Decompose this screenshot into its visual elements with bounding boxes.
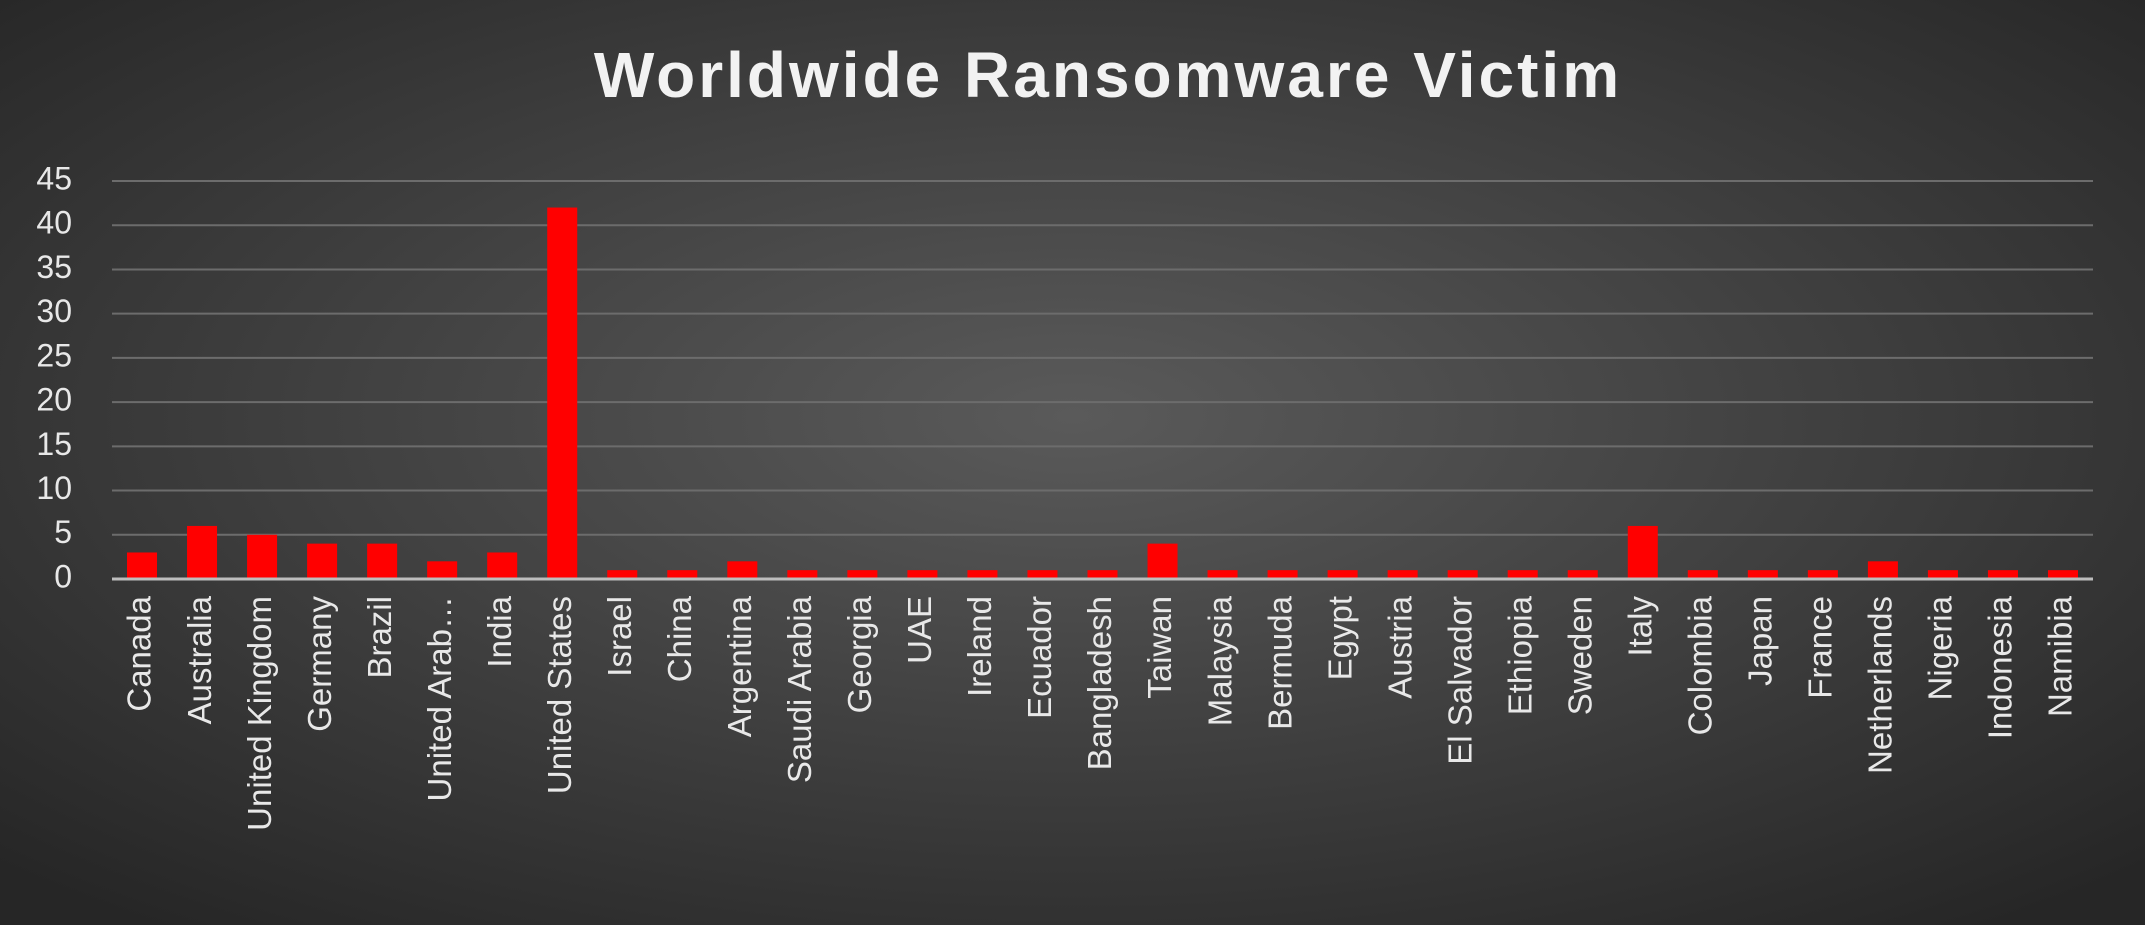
bar — [847, 570, 878, 579]
bar — [247, 534, 278, 579]
x-tick-label: Saudi Arabia — [781, 595, 818, 783]
y-tick-label: 25 — [36, 337, 72, 373]
bar — [1387, 570, 1418, 579]
bar — [607, 570, 638, 579]
x-tick-label: Indonesia — [1982, 595, 2019, 739]
y-tick-label: 45 — [36, 160, 72, 196]
bar — [1627, 525, 1658, 579]
bar — [487, 552, 518, 579]
x-tick-label: United Arab… — [421, 596, 458, 801]
y-tick-label: 10 — [36, 470, 72, 506]
x-tick-label: India — [481, 595, 518, 667]
x-tick-label: France — [1802, 596, 1839, 699]
x-tick-label: Israel — [601, 596, 638, 677]
x-tick-label: Bangladesh — [1081, 596, 1118, 770]
bar — [307, 543, 338, 579]
bar — [1327, 570, 1358, 579]
x-tick-label: Malaysia — [1201, 595, 1238, 726]
y-tick-label: 35 — [36, 249, 72, 285]
bar — [1207, 570, 1238, 579]
bar — [1867, 561, 1898, 579]
x-tick-label: Japan — [1742, 596, 1779, 686]
chart-title: Worldwide Ransomware Victim — [594, 39, 1622, 111]
bar — [1687, 570, 1718, 579]
bar — [1087, 570, 1118, 579]
x-tick-label: Ethiopia — [1501, 595, 1538, 715]
x-tick-label: Australia — [181, 595, 218, 724]
bar — [187, 525, 218, 579]
bar — [1027, 570, 1058, 579]
x-tick-label: Sweden — [1561, 596, 1598, 715]
y-tick-label: 0 — [54, 558, 72, 594]
bar — [1807, 570, 1838, 579]
x-tick-label: Italy — [1621, 596, 1658, 657]
x-tick-label: Germany — [301, 596, 338, 732]
bar — [127, 552, 158, 579]
x-tick-label: Nigeria — [1922, 595, 1959, 700]
bar — [967, 570, 998, 579]
x-tick-label: Canada — [121, 595, 158, 711]
y-tick-label: 5 — [54, 514, 72, 550]
x-tick-label: Argentina — [721, 595, 758, 737]
bar — [1987, 570, 2018, 579]
x-tick-label: Austria — [1381, 595, 1418, 698]
bar — [1927, 570, 1958, 579]
x-tick-label: Colombia — [1682, 595, 1719, 735]
bar — [1447, 570, 1478, 579]
x-tick-label: United States — [541, 596, 578, 794]
bar — [1567, 570, 1598, 579]
x-tick-label: Bermuda — [1261, 595, 1298, 730]
x-tick-label: United Kingdom — [241, 596, 278, 831]
y-tick-label: 30 — [36, 293, 72, 329]
y-tick-label: 20 — [36, 382, 72, 418]
x-tick-label: El Salvador — [1441, 596, 1478, 765]
y-tick-label: 40 — [36, 205, 72, 241]
bar — [907, 570, 938, 579]
bar — [2047, 570, 2078, 579]
x-tick-label: China — [661, 595, 698, 682]
x-tick-label: Netherlands — [1862, 596, 1899, 774]
bar — [727, 561, 758, 579]
bar — [1147, 543, 1178, 579]
y-tick-label: 15 — [36, 426, 72, 462]
bar — [427, 561, 458, 579]
bar — [1507, 570, 1538, 579]
bar — [787, 570, 818, 579]
x-tick-label: Taiwan — [1141, 596, 1178, 699]
x-tick-label: Georgia — [841, 595, 878, 713]
x-tick-label: Egypt — [1321, 596, 1358, 680]
bar — [547, 207, 578, 580]
x-tick-label: UAE — [901, 596, 938, 664]
bar — [667, 570, 698, 579]
x-tick-label: Ireland — [961, 596, 998, 697]
bar — [1267, 570, 1298, 579]
x-tick-label: Brazil — [361, 596, 398, 679]
bar — [1747, 570, 1778, 579]
bar — [367, 543, 398, 579]
x-tick-label: Ecuador — [1021, 596, 1058, 719]
x-tick-label: Namibia — [2042, 595, 2079, 717]
